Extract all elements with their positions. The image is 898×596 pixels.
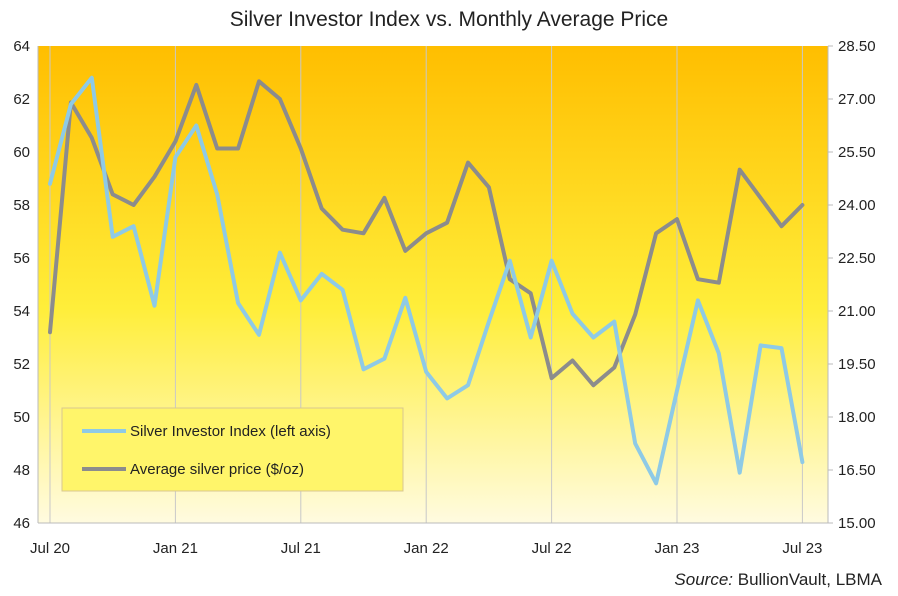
right-tick-label: 25.50 bbox=[838, 144, 876, 161]
left-tick-label: 62 bbox=[13, 91, 30, 108]
series-line-silver-price bbox=[48, 79, 805, 388]
x-tick-label: Jul 20 bbox=[30, 540, 70, 557]
left-tick-label: 58 bbox=[13, 197, 30, 214]
source-text: BullionVault, LBMA bbox=[733, 570, 882, 589]
legend-label-investor-index: Silver Investor Index (left axis) bbox=[130, 423, 331, 440]
left-tick-label: 60 bbox=[13, 144, 30, 161]
right-tick-label: 16.50 bbox=[838, 462, 876, 479]
left-tick-label: 56 bbox=[13, 250, 30, 267]
legend-label-silver-price: Average silver price ($/oz) bbox=[130, 461, 304, 478]
x-tick-label: Jul 23 bbox=[782, 540, 822, 557]
right-tick-label: 28.50 bbox=[838, 38, 876, 55]
left-tick-label: 48 bbox=[13, 462, 30, 479]
right-tick-label: 21.00 bbox=[838, 303, 876, 320]
x-tick-label: Jul 22 bbox=[532, 540, 572, 557]
chart-title: Silver Investor Index vs. Monthly Averag… bbox=[229, 8, 669, 31]
x-tick-label: Jul 21 bbox=[281, 540, 321, 557]
source-label: Source: bbox=[674, 570, 734, 589]
left-tick-label: 52 bbox=[13, 356, 30, 373]
right-tick-label: 22.50 bbox=[838, 250, 876, 267]
right-tick-label: 24.00 bbox=[838, 197, 876, 214]
left-tick-label: 54 bbox=[13, 303, 30, 320]
right-tick-label: 27.00 bbox=[838, 91, 876, 108]
left-tick-label: 50 bbox=[13, 409, 30, 426]
legend: Silver Investor Index (left axis) Averag… bbox=[61, 407, 404, 492]
source-note: Source: BullionVault, LBMA bbox=[674, 570, 882, 590]
left-axis: 64 62 60 58 56 54 52 50 48 46 bbox=[13, 38, 30, 532]
legend-box bbox=[61, 407, 404, 492]
right-tick-label: 19.50 bbox=[838, 356, 876, 373]
x-axis: Jul 20 Jan 21 Jul 21 Jan 22 Jul 22 Jan 23 Jul … bbox=[30, 540, 822, 557]
left-tick-label: 64 bbox=[13, 38, 30, 55]
series-line-investor-index bbox=[48, 75, 805, 486]
series bbox=[48, 75, 805, 486]
x-tick-label: Jan 23 bbox=[654, 540, 699, 557]
right-axis: 28.50 27.00 25.50 24.00 22.50 21.00 19.50 18.00… bbox=[828, 38, 876, 532]
left-tick-label: 46 bbox=[13, 515, 30, 532]
x-tick-label: Jan 22 bbox=[404, 540, 449, 557]
gridlines bbox=[37, 46, 829, 524]
x-tick-label: Jan 21 bbox=[153, 540, 198, 557]
right-tick-label: 15.00 bbox=[838, 515, 876, 532]
right-tick-label: 18.00 bbox=[838, 409, 876, 426]
